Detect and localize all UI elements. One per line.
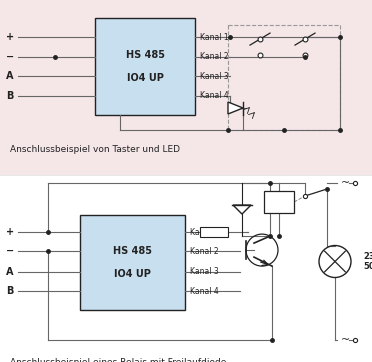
Bar	[80, 215, 185, 310]
Text: Kanal 1: Kanal 1	[190, 228, 219, 237]
Text: HS 485: HS 485	[113, 246, 152, 256]
Text: HS 485: HS 485	[125, 50, 164, 60]
Text: Kanal 2: Kanal 2	[200, 52, 229, 61]
Text: +: +	[6, 227, 14, 237]
Bar	[0, 0, 372, 175]
Text: +: +	[6, 33, 14, 42]
Bar	[228, 25, 340, 130]
Polygon shape	[233, 205, 251, 214]
Text: A: A	[6, 71, 14, 81]
Polygon shape	[228, 102, 243, 114]
Bar	[95, 18, 195, 115]
Text: A: A	[6, 267, 14, 277]
Text: Anschlussbeispiel eines Relais mit Freilaufdiode: Anschlussbeispiel eines Relais mit Freil…	[10, 358, 227, 362]
Text: ~: ~	[340, 335, 350, 345]
Text: Anschlussbeispiel von Taster und LED: Anschlussbeispiel von Taster und LED	[10, 146, 180, 155]
Bar	[200, 227, 228, 237]
Text: Kanal 2: Kanal 2	[190, 247, 219, 256]
Text: IO4 UP: IO4 UP	[126, 73, 163, 83]
Text: 230V
50Hz: 230V 50Hz	[363, 252, 372, 271]
Text: Kanal 3: Kanal 3	[190, 268, 219, 277]
Text: Kanal 1: Kanal 1	[200, 33, 229, 42]
Text: ~: ~	[340, 178, 350, 188]
Text: −: −	[6, 246, 14, 256]
Text: Kanal 4: Kanal 4	[200, 91, 229, 100]
Text: IO4 UP: IO4 UP	[114, 269, 151, 279]
Text: Kanal 4: Kanal 4	[190, 286, 219, 295]
Text: B: B	[6, 90, 14, 101]
Bar	[264, 191, 294, 213]
Text: B: B	[6, 286, 14, 296]
Text: −: −	[6, 52, 14, 62]
Bar	[0, 175, 372, 362]
Text: Kanal 3: Kanal 3	[200, 72, 229, 81]
